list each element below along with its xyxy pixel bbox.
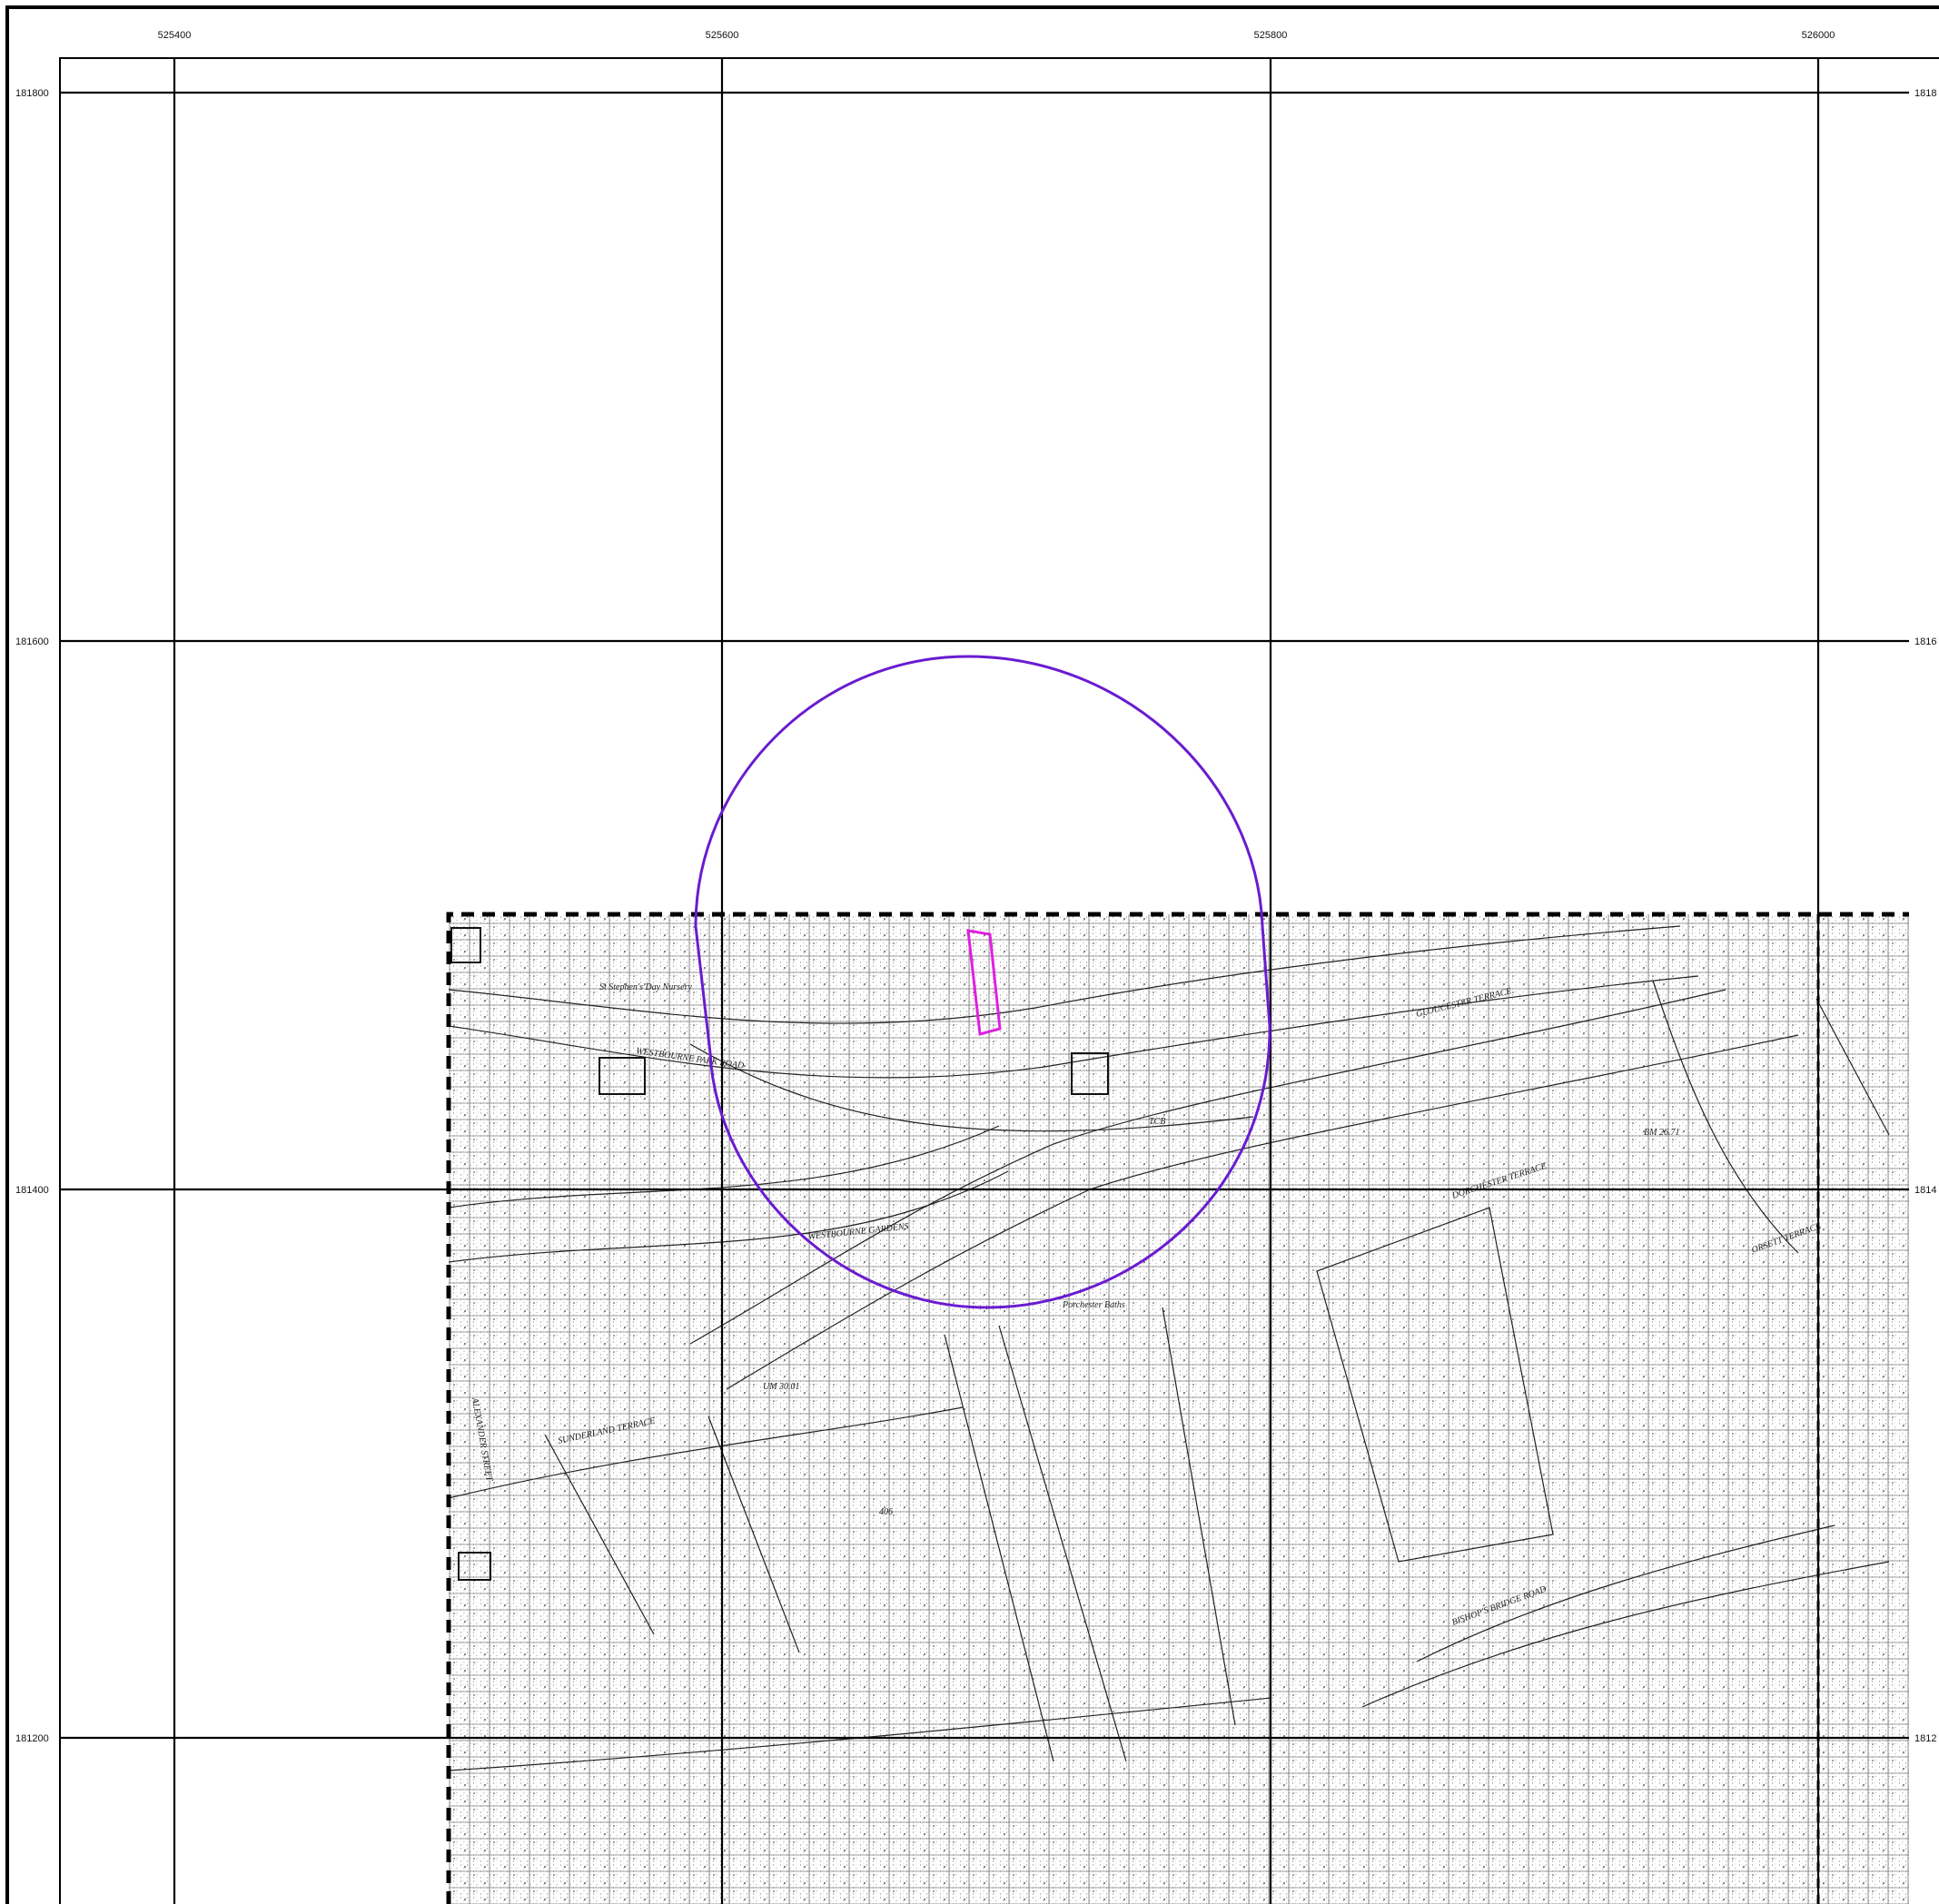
site-polygon-icon [966, 929, 1002, 1036]
sheet-border [5, 5, 1939, 1904]
map-frame [59, 57, 1939, 1904]
northing-label: 181200 [15, 1733, 49, 1744]
circle-buffer-icon [694, 655, 1271, 1309]
northing-label-right: 1816 [1914, 636, 1936, 647]
easting-label: 525800 [1254, 30, 1288, 41]
grid-lines [60, 58, 1909, 1904]
label-porchester-baths: Porchester Baths [1062, 1300, 1125, 1310]
label-tcb: TCB [1149, 1117, 1165, 1127]
northing-label: 181400 [15, 1185, 49, 1196]
label-406: 406 [879, 1507, 893, 1517]
label-st-stephens: St Stephen's Day Nursery [599, 982, 692, 992]
easting-label: 526000 [1802, 30, 1835, 41]
northing-label-right: 1818 [1914, 88, 1936, 99]
basemap-extent-outline [446, 912, 1909, 1904]
label-bm: BM 26.71 [1644, 1128, 1679, 1138]
northing-label: 181600 [15, 636, 49, 647]
northing-label-right: 1812 [1914, 1733, 1936, 1744]
northing-label-right: 1814 [1914, 1185, 1936, 1196]
northing-label: 181800 [15, 88, 49, 99]
easting-label: 525400 [158, 30, 192, 41]
historic-basemap: St Stephen's Day Nursery WESTBOURNE PARK… [449, 914, 1909, 1904]
label-um: UM 30.01 [763, 1382, 800, 1392]
easting-label: 525600 [706, 30, 739, 41]
